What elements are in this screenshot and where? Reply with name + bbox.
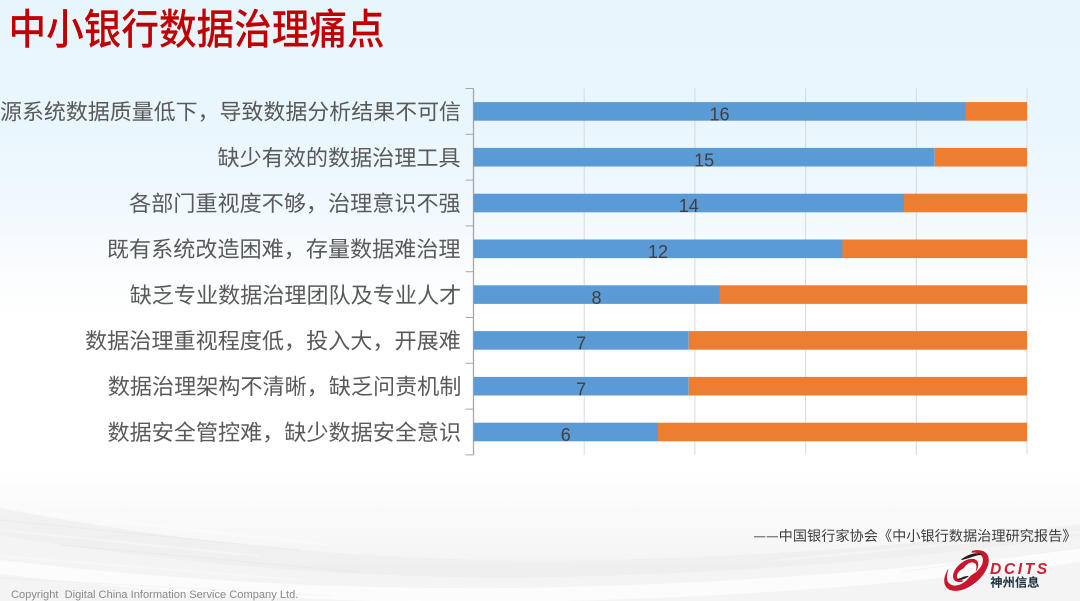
svg-text:Copyright Digital China Infor: Copyright Digital China Information Serv… [11,589,298,601]
svg-text:14: 14 [679,196,699,216]
svg-text:15: 15 [694,150,714,170]
svg-text:7: 7 [576,334,586,354]
svg-text:7: 7 [576,379,586,399]
svg-text:16: 16 [709,105,729,125]
svg-text:DCITS: DCITS [990,561,1050,578]
svg-text:8: 8 [591,288,601,308]
svg-text:6: 6 [561,425,571,445]
svg-text:12: 12 [648,242,668,262]
